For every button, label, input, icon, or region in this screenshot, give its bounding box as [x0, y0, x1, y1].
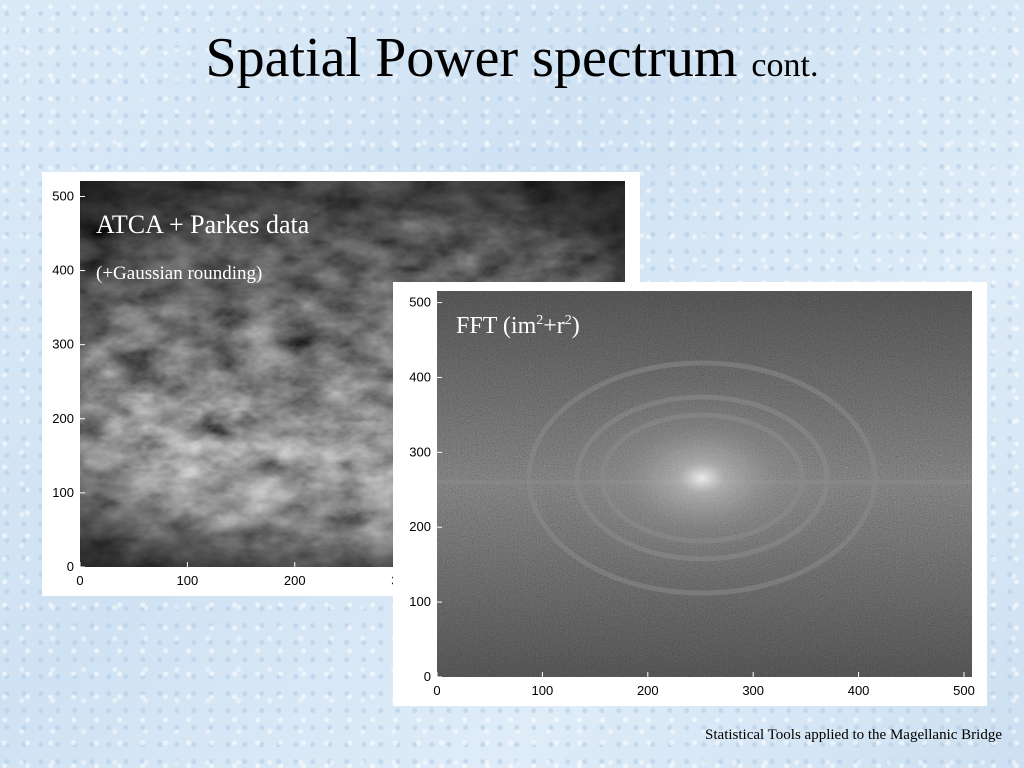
- atca-parkes-y-tick-label: 400: [52, 263, 74, 278]
- atca-parkes-x-tick-label: 100: [177, 573, 199, 588]
- atca-parkes-y-tick-label: 200: [52, 411, 74, 426]
- fft-caption-suffix: ): [571, 313, 580, 339]
- fft-caption-sup2: 2: [564, 313, 572, 328]
- atca-parkes-x-tick-label: 200: [284, 573, 306, 588]
- fft-caption-mid: +r: [543, 313, 565, 339]
- fft-image: [437, 291, 972, 677]
- fft-plot: 0 100 200 300 400 500 0 100 200 300 400 500: [409, 291, 975, 698]
- fft-x-tick-label: 200: [637, 683, 659, 698]
- slide-footer: Statistical Tools applied to the Magella…: [705, 727, 1002, 743]
- fft-caption: FFT (im2+r2): [456, 313, 580, 340]
- fft-y-tick-label: 300: [409, 444, 431, 459]
- atca-parkes-y-tick-label: 500: [52, 188, 74, 203]
- slide-title: Spatial Power spectrum cont.: [0, 30, 1024, 86]
- slide-title-suffix: cont.: [751, 47, 819, 84]
- fft-y-tick-label: 500: [409, 295, 431, 310]
- atca-parkes-x-tick-label: 0: [76, 573, 83, 588]
- atca-parkes-y-tick-label: 100: [52, 485, 74, 500]
- fft-x-tick-label: 100: [532, 683, 554, 698]
- fft-y-tick-label: 400: [409, 369, 431, 384]
- atca-parkes-caption: ATCA + Parkes data: [96, 210, 310, 239]
- fft-caption-prefix: FFT (im: [456, 313, 537, 339]
- fft-y-tick-label: 200: [409, 519, 431, 534]
- fft-x-tick-label: 0: [433, 683, 440, 698]
- slide-title-main: Spatial Power spectrum: [205, 27, 738, 89]
- fft-x-tick-label: 300: [742, 683, 764, 698]
- fft-figure: 0 100 200 300 400 500 0 100 200 300 400 500: [393, 282, 987, 706]
- fft-y-tick-label: 0: [424, 669, 431, 684]
- atca-parkes-y-tick-label: 300: [52, 337, 74, 352]
- fft-x-tick-label: 400: [848, 683, 870, 698]
- fft-caption-sup1: 2: [536, 313, 544, 328]
- atca-parkes-y-tick-label: 0: [67, 559, 74, 574]
- fft-y-tick-label: 100: [409, 594, 431, 609]
- atca-parkes-subcaption: (+Gaussian rounding): [96, 263, 263, 284]
- fft-x-tick-label: 500: [953, 683, 975, 698]
